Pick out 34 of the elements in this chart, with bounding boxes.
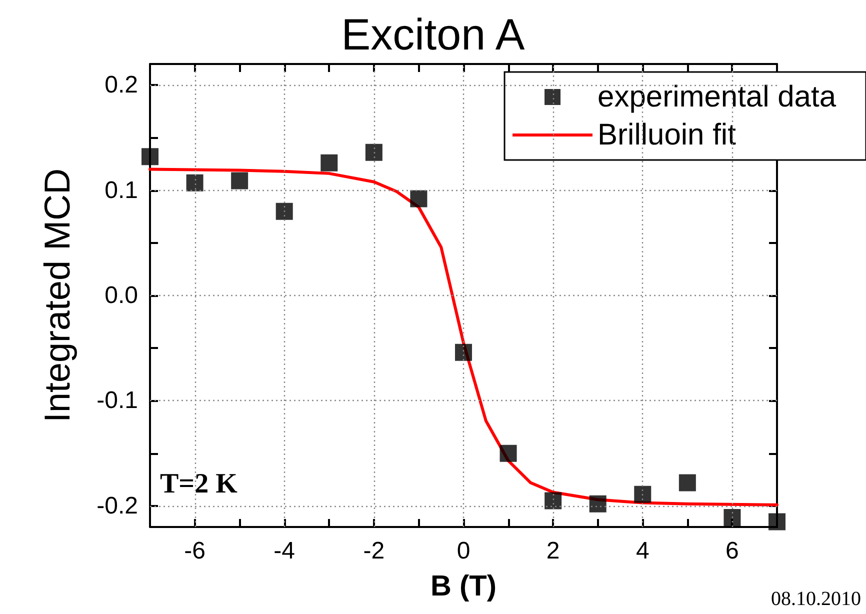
point <box>142 148 158 166</box>
chart-title: Exciton A <box>341 10 526 60</box>
y-tick-label: -0.2 <box>96 492 138 520</box>
x-tick-label: 6 <box>726 538 739 564</box>
point <box>276 202 293 220</box>
point <box>410 190 428 208</box>
point <box>678 474 696 492</box>
point <box>724 509 741 526</box>
point <box>320 154 338 172</box>
y-tick-label: -0.1 <box>96 387 138 414</box>
point <box>634 486 652 503</box>
y-tick-label: 0.1 <box>104 176 138 204</box>
x-tick-label: -4 <box>274 538 296 564</box>
y-tick-label: 0.2 <box>104 72 138 99</box>
point <box>589 495 606 512</box>
x-tick-label: -2 <box>363 538 385 564</box>
point <box>365 144 382 161</box>
annotation: T=2 K <box>160 468 238 500</box>
x-axis-title: B (T) <box>430 570 497 602</box>
point <box>231 172 248 190</box>
legend-label: Brilluoin fit <box>598 118 737 152</box>
point <box>768 513 786 530</box>
x-tick-label: 2 <box>546 538 560 564</box>
y-axis-title: Integrated MCD <box>36 168 78 423</box>
point <box>186 174 204 192</box>
point <box>455 344 472 361</box>
text: 08.10.2010 <box>771 588 861 610</box>
x-tick-label: -6 <box>184 538 206 564</box>
x-tick-label: 0 <box>456 538 470 564</box>
point <box>544 492 562 510</box>
point <box>500 444 517 462</box>
y-tick-label: 0.0 <box>104 282 138 309</box>
x-tick-label: 4 <box>636 538 650 564</box>
legend-label: experimental data <box>598 80 836 114</box>
